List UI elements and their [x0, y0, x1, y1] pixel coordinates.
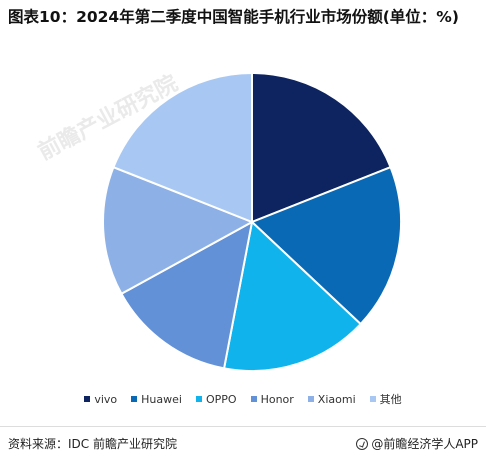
- pie-chart: [102, 71, 402, 372]
- pie-slice-其他: [112, 71, 253, 224]
- legend-swatch: [131, 396, 138, 402]
- chart-legend: vivo Huawei OPPO Honor Xiaomi 其他: [0, 391, 486, 407]
- legend-item-xiaomi: Xiaomi: [307, 391, 356, 407]
- legend-swatch: [369, 396, 376, 402]
- legend-label: 其他: [379, 393, 402, 406]
- pie-slice-vivo: [251, 71, 392, 224]
- legend-item-oppo: OPPO: [195, 391, 237, 407]
- legend-label: vivo: [94, 392, 118, 406]
- legend-swatch: [84, 396, 91, 402]
- legend-item-huawei: Huawei: [131, 391, 182, 407]
- pie-slice-honor: [120, 220, 254, 370]
- legend-label: Xiaomi: [317, 392, 356, 406]
- legend-swatch: [307, 396, 314, 402]
- pie-slice-huawei: [250, 165, 402, 326]
- legend-swatch: [250, 396, 257, 402]
- brand-logo-icon: [356, 437, 369, 450]
- chart-title: 图表10：2024年第二季度中国智能手机行业市场份额(单位：%): [8, 8, 459, 26]
- legend-label: OPPO: [205, 392, 237, 406]
- source-text: 资料来源：IDC 前瞻产业研究院: [8, 437, 177, 451]
- pie-slice-oppo: [222, 220, 363, 372]
- brand-label: @前瞻经济学人APP: [371, 437, 478, 451]
- legend-item-honor: Honor: [250, 391, 294, 407]
- legend-label: Huawei: [141, 392, 182, 406]
- footer: 资料来源：IDC 前瞻产业研究院 @前瞻经济学人APP: [0, 426, 486, 460]
- brand-text: @前瞻经济学人APP: [356, 435, 478, 452]
- legend-item-其他: 其他: [369, 391, 402, 407]
- legend-swatch: [195, 396, 202, 402]
- legend-label: Honor: [260, 392, 294, 406]
- pie-slice-xiaomi: [102, 165, 255, 296]
- legend-item-vivo: vivo: [84, 391, 117, 407]
